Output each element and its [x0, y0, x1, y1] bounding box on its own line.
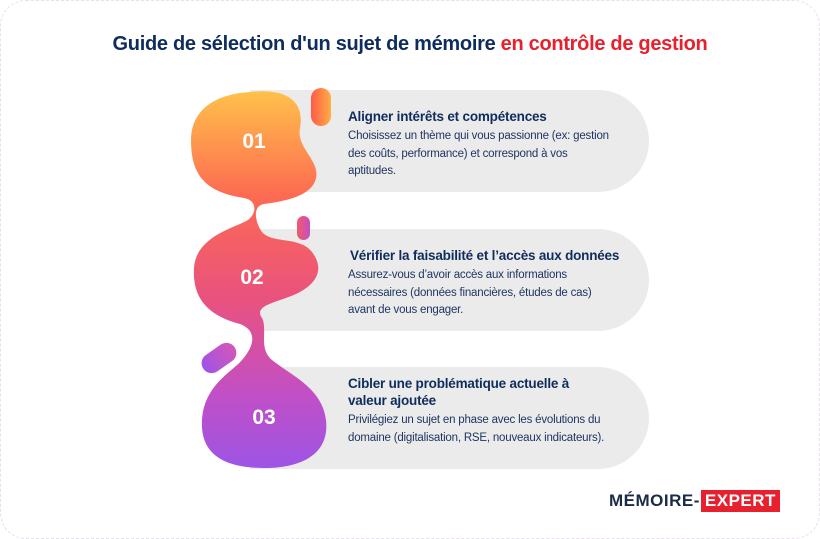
accent-drop-3-icon	[201, 342, 237, 374]
page-title: Guide de sélection d'un sujet de mémoire…	[0, 33, 820, 56]
step-2-number: 02	[240, 266, 264, 289]
step-2-heading: Vérifier la faisabilité et l’accès aux d…	[350, 248, 620, 263]
step-3-number: 03	[252, 406, 276, 429]
step-3-content: Cibler une problématique actuelle à vale…	[348, 375, 628, 447]
logo-text-right: EXPERT	[700, 490, 780, 512]
memoire-expert-logo: MÉMOIRE- EXPERT	[609, 490, 780, 512]
step-2-content: Vérifier la faisabilité et l’accès aux d…	[348, 247, 645, 320]
step-1-heading: Aligner intérêts et compétences	[348, 109, 547, 124]
step-2-panel	[250, 229, 649, 331]
step-1-description: Choisissez un thème qui vous passionne (…	[348, 130, 609, 177]
step-3-description: Privilégiez un sujet en phase avec les é…	[348, 414, 605, 444]
accent-drop-1-icon	[311, 88, 331, 126]
title-main: Guide de sélection d'un sujet de mémoire	[112, 33, 496, 55]
title-accent: en contrôle de gestion	[500, 33, 708, 55]
accent-drop-2-icon	[297, 216, 310, 240]
logo-text-left: MÉMOIRE-	[609, 491, 700, 510]
step-1-content: Aligner intérêts et compétences Choisiss…	[348, 108, 638, 181]
step-1-number: 01	[242, 130, 266, 153]
step-3-heading: Cibler une problématique actuelle à vale…	[348, 376, 570, 408]
step-2-description: Assurez-vous d’avoir accès aux informati…	[348, 269, 592, 316]
